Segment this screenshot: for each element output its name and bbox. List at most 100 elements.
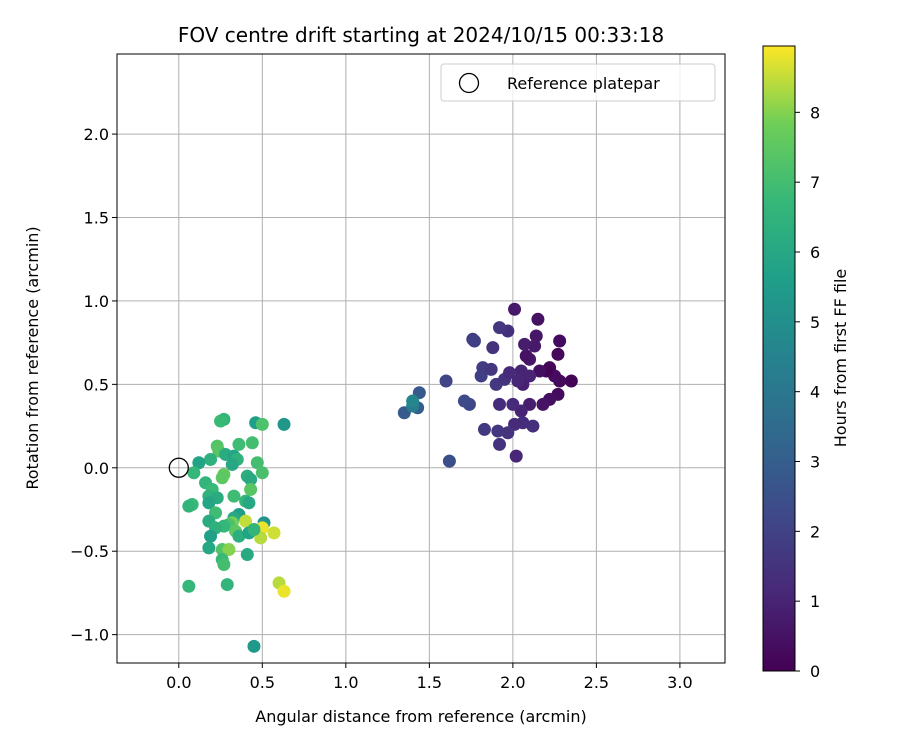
chart-title: FOV centre drift starting at 2024/10/15 … (178, 23, 664, 47)
data-point (242, 496, 256, 510)
data-point (245, 436, 259, 450)
x-axis-label: Angular distance from reference (arcmin) (255, 707, 586, 726)
colorbar-tick-label: 7 (810, 173, 820, 192)
data-point (501, 426, 515, 440)
data-point (244, 472, 258, 486)
data-point (442, 454, 456, 468)
data-point (225, 457, 239, 471)
colorbar (762, 45, 796, 672)
data-point (247, 523, 261, 537)
data-point (508, 302, 522, 316)
grid-lines (117, 54, 725, 663)
data-point (506, 397, 520, 411)
data-point (474, 369, 488, 383)
data-point (528, 339, 542, 353)
data-point (523, 369, 537, 383)
data-point (232, 529, 246, 543)
data-point (277, 417, 291, 431)
data-point (526, 419, 540, 433)
data-point (232, 437, 246, 451)
data-point (553, 334, 567, 348)
data-point (457, 394, 471, 408)
data-point (529, 329, 543, 343)
x-tick-label: 1.5 (417, 673, 442, 692)
data-point (519, 349, 533, 363)
colorbar-tick-label: 4 (810, 383, 820, 402)
data-point (493, 437, 507, 451)
data-point (503, 366, 517, 380)
y-tick-label: 1.0 (84, 292, 109, 311)
data-point (192, 456, 206, 470)
data-point (536, 397, 550, 411)
data-point (564, 374, 578, 388)
y-tick-label: 0.5 (84, 375, 109, 394)
colorbar-tick-label: 0 (810, 662, 820, 681)
x-tick-label: 0.5 (250, 673, 275, 692)
colorbar-tick-label: 6 (810, 243, 820, 262)
data-point (493, 397, 507, 411)
y-tick-label: 1.5 (84, 209, 109, 228)
data-point (202, 496, 216, 510)
colorbar-tick-label: 3 (810, 453, 820, 472)
data-point (247, 639, 261, 653)
data-point (222, 543, 236, 557)
data-point (477, 422, 491, 436)
data-point (255, 417, 269, 431)
y-tick-label: 0.0 (84, 459, 109, 478)
data-point (217, 558, 231, 572)
y-tick-label: 2.0 (84, 125, 109, 144)
data-points (182, 302, 578, 653)
data-point (255, 466, 269, 480)
data-point (220, 578, 234, 592)
colorbar-tick-label: 5 (810, 313, 820, 332)
colorbar-tick-label: 8 (810, 103, 820, 122)
data-point (204, 452, 218, 466)
colorbar-tick-label: 1 (810, 592, 820, 611)
y-tick-label: −1.0 (70, 626, 109, 645)
data-point (406, 394, 420, 408)
data-point (214, 414, 228, 428)
data-point (533, 364, 547, 378)
x-tick-label: 1.0 (333, 673, 358, 692)
data-point (204, 529, 218, 543)
y-tick-label: −0.5 (70, 542, 109, 561)
data-point (518, 337, 532, 351)
x-tick-label: 3.0 (667, 673, 692, 692)
data-point (215, 471, 229, 485)
legend-box (440, 63, 716, 102)
x-tick-label: 2.0 (500, 673, 525, 692)
data-point (187, 466, 201, 480)
data-point (239, 514, 253, 528)
data-point (277, 584, 291, 598)
colorbar-label: Hours from first FF file (831, 269, 850, 448)
y-axis-label: Rotation from reference (arcmin) (23, 226, 42, 489)
data-point (439, 374, 453, 388)
data-point (531, 312, 545, 326)
data-point (486, 341, 500, 355)
legend-marker-icon (458, 72, 480, 94)
x-tick-label: 2.5 (584, 673, 609, 692)
legend-entry-reference: Reference platepar (507, 74, 660, 93)
data-point (511, 374, 525, 388)
data-point (227, 489, 241, 503)
data-point (267, 526, 281, 540)
data-point (240, 548, 254, 562)
data-point (509, 449, 523, 463)
data-point (493, 321, 507, 335)
colorbar-ticks: 0 1 2 3 4 5 6 7 8 (795, 103, 820, 681)
reference-platepar-marker (168, 457, 189, 478)
y-axis-ticks: −1.0 −0.5 0.0 0.5 1.0 1.5 2.0 (70, 125, 117, 645)
data-point (202, 541, 216, 555)
legend: Reference platepar (440, 63, 716, 102)
data-point (551, 347, 565, 361)
data-point (491, 424, 505, 438)
colorbar-tick-label: 2 (810, 522, 820, 541)
data-point (182, 499, 196, 513)
data-point (182, 579, 196, 593)
data-point (244, 482, 258, 496)
plot-frame (116, 53, 726, 664)
x-tick-label: 0.0 (166, 673, 191, 692)
data-point (467, 334, 481, 348)
x-axis-ticks: 0.0 0.5 1.0 1.5 2.0 2.5 3.0 (166, 663, 693, 692)
